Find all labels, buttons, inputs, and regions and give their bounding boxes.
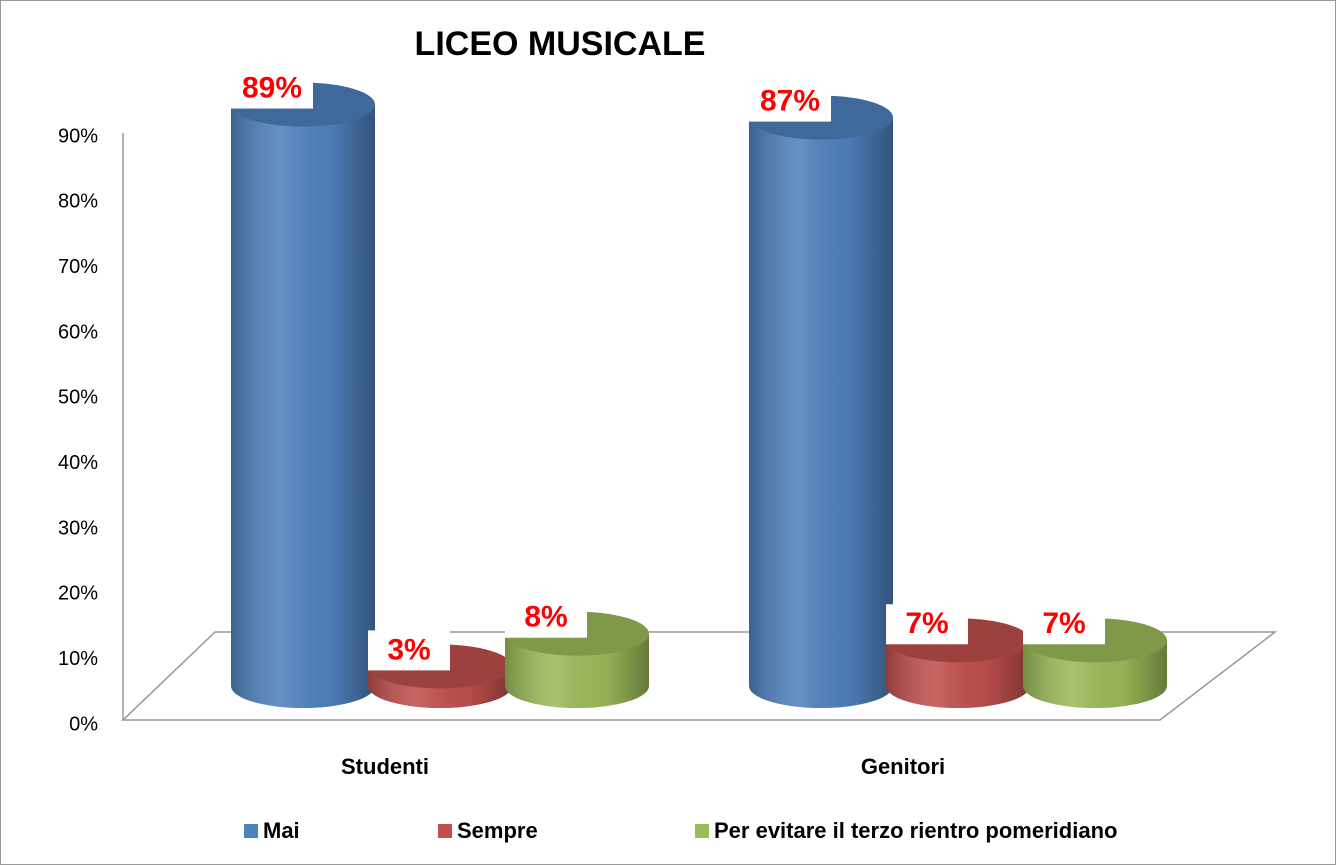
- legend-swatch: [244, 824, 258, 838]
- value-label: 7%: [1042, 607, 1085, 640]
- value-label: 87%: [760, 85, 820, 118]
- value-label-box: [505, 597, 587, 638]
- y-tick-label: 30%: [58, 517, 98, 539]
- value-label: 8%: [524, 601, 567, 634]
- value-label-box: [886, 604, 968, 645]
- legend-swatch: [695, 824, 709, 838]
- value-label: 7%: [905, 607, 948, 640]
- cylinder: [749, 95, 893, 709]
- y-tick-label: 20%: [58, 583, 98, 605]
- cylinder-shade: [231, 104, 375, 709]
- value-label-box: [1023, 604, 1105, 645]
- y-tick-label: 90%: [58, 125, 98, 147]
- value-label: 3%: [387, 633, 430, 666]
- y-tick-label: 50%: [58, 387, 98, 409]
- value-label-box: [231, 68, 313, 109]
- y-tick-label: 10%: [58, 648, 98, 670]
- y-tick-label: 60%: [58, 321, 98, 343]
- value-label-box: [749, 81, 831, 122]
- y-tick-label: 0%: [69, 713, 98, 735]
- legend-label: Mai: [263, 818, 300, 843]
- y-tick-label: 40%: [58, 452, 98, 474]
- cylinder: [231, 82, 375, 709]
- legend-swatch: [438, 824, 452, 838]
- cylinder-shade: [749, 117, 893, 709]
- value-label: 89%: [242, 71, 302, 104]
- value-label-box: [368, 630, 450, 671]
- y-tick-label: 80%: [58, 191, 98, 213]
- legend-label: Per evitare il terzo rientro pomeridiano: [714, 818, 1117, 843]
- legend-label: Sempre: [457, 818, 538, 843]
- y-tick-label: 70%: [58, 256, 98, 278]
- x-tick-label: Studenti: [341, 754, 429, 779]
- chart-title: LICEO MUSICALE: [415, 25, 706, 63]
- x-tick-label: Genitori: [861, 754, 945, 779]
- cylinder: [886, 618, 1030, 708]
